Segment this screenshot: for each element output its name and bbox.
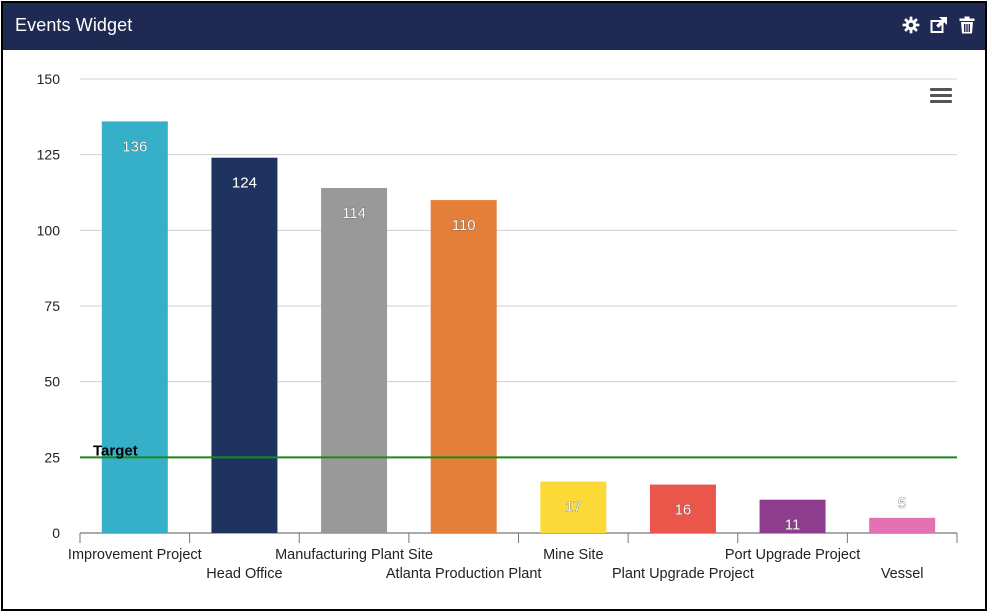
x-category-label: Head Office xyxy=(206,566,282,582)
y-tick-label: 50 xyxy=(44,374,60,390)
x-category-label: Mine Site xyxy=(543,547,603,563)
y-tick-label: 100 xyxy=(37,222,61,238)
trash-icon[interactable] xyxy=(957,14,977,36)
x-category-label: Port Upgrade Project xyxy=(725,547,860,563)
x-category-label: Atlanta Production Plant xyxy=(386,566,542,582)
x-category-label: Manufacturing Plant Site xyxy=(275,547,433,563)
events-bar-chart: 0 25 50 75 100 125 150 136 Improvement Project 12… xyxy=(37,71,958,582)
bar[interactable] xyxy=(869,517,936,533)
y-tick-label: 25 xyxy=(44,449,60,465)
data-label: 110 xyxy=(452,217,476,234)
y-tick-label: 0 xyxy=(52,525,60,541)
bar[interactable] xyxy=(540,481,607,533)
data-label: 11 xyxy=(785,517,801,534)
bar[interactable] xyxy=(321,187,388,533)
menu-bar-line xyxy=(930,88,952,91)
widget-toolbar xyxy=(901,14,977,36)
y-tick-label: 75 xyxy=(44,298,60,314)
widget-titlebar: Events Widget xyxy=(3,3,985,50)
hamburger-menu-icon[interactable] xyxy=(930,88,952,103)
target-label: Target xyxy=(93,442,138,459)
data-label: 124 xyxy=(232,175,257,192)
bar[interactable] xyxy=(649,484,716,533)
data-label: 17 xyxy=(565,499,582,516)
data-label: 114 xyxy=(342,205,366,222)
gear-icon[interactable] xyxy=(901,14,921,36)
popout-icon[interactable] xyxy=(929,14,949,36)
menu-bar-line xyxy=(930,100,952,103)
data-label: 136 xyxy=(122,138,147,155)
menu-bar-line xyxy=(930,94,952,97)
y-tick-label: 150 xyxy=(37,71,61,87)
chart-area: 0 25 50 75 100 125 150 136 Improvement Project 12… xyxy=(3,50,985,609)
x-category-label: Improvement Project xyxy=(68,547,202,563)
bar[interactable] xyxy=(430,200,497,534)
bar[interactable] xyxy=(759,499,826,533)
y-tick-label: 125 xyxy=(37,147,61,163)
bar[interactable] xyxy=(101,121,168,533)
data-label: 16 xyxy=(675,502,692,519)
widget-title: Events Widget xyxy=(15,15,133,35)
x-category-label: Plant Upgrade Project xyxy=(612,566,754,582)
data-label: 5 xyxy=(898,495,906,512)
bar[interactable] xyxy=(211,157,278,533)
x-category-label: Vessel xyxy=(881,566,924,582)
